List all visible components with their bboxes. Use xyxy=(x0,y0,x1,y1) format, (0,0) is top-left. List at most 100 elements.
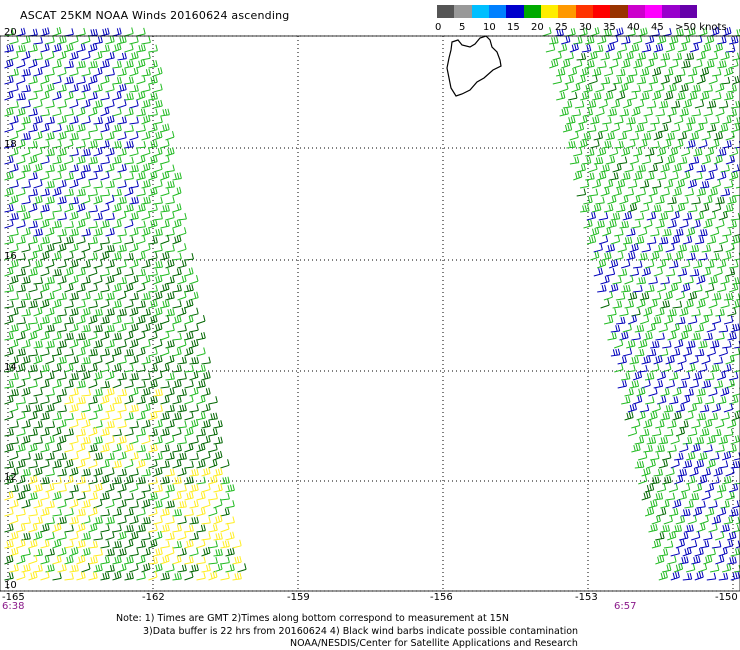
wind-barb xyxy=(129,180,139,189)
wind-barb xyxy=(93,308,103,317)
wind-barb xyxy=(660,300,670,309)
wind-barb xyxy=(112,252,122,261)
wind-barb xyxy=(172,476,182,485)
wind-barb xyxy=(28,411,38,421)
wind-barb xyxy=(706,235,717,245)
wind-barb xyxy=(682,347,693,357)
wind-barb xyxy=(665,492,676,501)
wind-barb xyxy=(124,443,134,453)
wind-barb xyxy=(124,218,134,229)
wind-barb xyxy=(124,60,134,69)
wind-barb xyxy=(561,35,571,45)
wind-barb xyxy=(705,283,715,293)
wind-barb xyxy=(684,388,694,397)
wind-barb xyxy=(4,300,14,309)
wind-barb xyxy=(576,188,587,197)
wind-barb xyxy=(680,259,691,269)
wind-barb xyxy=(653,267,663,277)
wind-barb xyxy=(723,428,734,437)
wind-barb xyxy=(597,147,607,157)
wind-barb xyxy=(725,355,735,365)
wind-barb xyxy=(734,140,740,149)
wind-barb xyxy=(622,347,633,357)
wind-barb xyxy=(148,187,158,197)
wind-barb xyxy=(633,171,643,181)
wind-barb xyxy=(117,308,127,317)
wind-barb xyxy=(681,60,691,69)
wind-barb xyxy=(686,27,696,37)
wind-barb xyxy=(614,27,624,37)
wind-barb xyxy=(153,179,163,189)
wind-barb xyxy=(644,259,655,269)
wind-barb xyxy=(646,348,657,357)
wind-barb xyxy=(667,444,677,453)
wind-barb xyxy=(124,124,134,133)
wind-barb xyxy=(646,322,656,333)
wind-barb xyxy=(629,243,639,253)
wind-barb xyxy=(658,548,669,557)
wind-barb xyxy=(693,148,703,157)
wind-barb xyxy=(69,132,79,141)
wind-barb xyxy=(704,483,715,493)
wind-barb xyxy=(76,202,86,213)
wind-barb xyxy=(21,196,31,205)
wind-barb xyxy=(160,299,170,309)
wind-barb xyxy=(81,484,91,493)
wind-barb xyxy=(141,452,151,461)
wind-barb xyxy=(693,284,703,293)
scale-swatch xyxy=(593,5,611,18)
wind-barb xyxy=(562,123,573,133)
wind-barb xyxy=(720,164,730,173)
wind-barb xyxy=(677,268,688,277)
wind-barb xyxy=(88,492,98,501)
wind-barb xyxy=(184,314,194,325)
wind-barb xyxy=(64,348,74,357)
wind-barb xyxy=(692,260,703,269)
wind-barb xyxy=(124,140,134,149)
wind-barb xyxy=(28,443,38,453)
wind-barb xyxy=(184,427,194,437)
wind-barb xyxy=(653,43,664,53)
wind-barb xyxy=(662,564,672,573)
wind-barb xyxy=(658,100,669,109)
wind-barb xyxy=(141,484,151,493)
wind-barb xyxy=(660,412,670,421)
wind-barb xyxy=(136,315,146,325)
wind-barb xyxy=(641,267,651,277)
wind-barb xyxy=(608,259,619,269)
wind-barb xyxy=(165,196,175,205)
wind-barb xyxy=(595,107,605,117)
wind-barb xyxy=(639,315,650,325)
wind-barb xyxy=(76,75,86,85)
wind-barb xyxy=(40,443,50,453)
wind-barb xyxy=(701,354,711,365)
scale-swatch xyxy=(627,5,646,18)
wind-barb xyxy=(679,556,689,565)
wind-barb xyxy=(100,299,110,309)
wind-barb xyxy=(40,507,50,517)
wind-barb xyxy=(656,507,667,517)
wind-barb xyxy=(609,283,619,293)
wind-barb xyxy=(129,131,139,141)
wind-barb xyxy=(552,51,562,61)
wind-barb xyxy=(88,300,98,309)
wind-barb xyxy=(686,116,696,125)
wind-barb xyxy=(45,531,55,541)
wind-barb xyxy=(76,300,86,309)
wind-barb xyxy=(93,83,103,93)
wind-barb xyxy=(639,428,650,437)
wind-barb xyxy=(727,307,737,317)
wind-barb xyxy=(687,315,698,325)
wind-barb xyxy=(105,163,115,173)
wind-barb xyxy=(100,540,110,549)
wind-barb xyxy=(711,178,721,189)
wind-barb xyxy=(727,418,737,429)
wind-barb xyxy=(716,484,727,493)
wind-barb xyxy=(629,268,640,277)
wind-barb xyxy=(64,316,74,325)
wind-barb xyxy=(57,212,67,221)
wind-barb xyxy=(105,531,115,541)
wind-barb xyxy=(153,467,163,477)
wind-barb xyxy=(667,531,677,541)
wind-barb xyxy=(670,435,680,445)
